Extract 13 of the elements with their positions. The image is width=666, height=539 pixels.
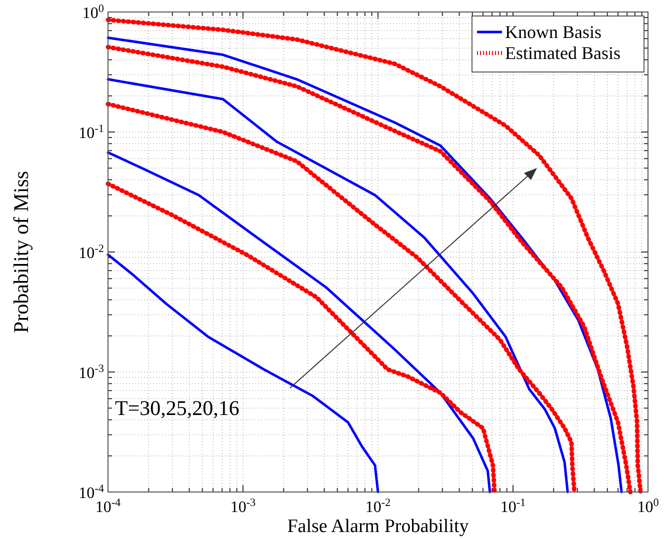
- y-tick-label: 10$^{-2}$: [78, 243, 104, 262]
- y-tick-label: 10$^{-1}$: [78, 123, 104, 142]
- x-tick-label: 10$^{0}$: [637, 497, 660, 516]
- y-axis-title: Probability of Miss: [9, 170, 33, 334]
- annotation: T=30,25,20,16: [115, 396, 240, 420]
- x-tick-label: 10$^{-2}$: [365, 497, 391, 516]
- x-tick-label: 10$^{-3}$: [230, 497, 256, 516]
- legend-label: Known Basis: [505, 22, 602, 42]
- x-axis-title: False Alarm Probability: [287, 516, 470, 537]
- legend-label: Estimated Basis: [505, 43, 620, 63]
- y-tick-label: 10$^{0}$: [82, 3, 104, 22]
- x-tick-label: 10$^{-1}$: [500, 497, 526, 516]
- y-tick-label: 10$^{-3}$: [78, 363, 104, 382]
